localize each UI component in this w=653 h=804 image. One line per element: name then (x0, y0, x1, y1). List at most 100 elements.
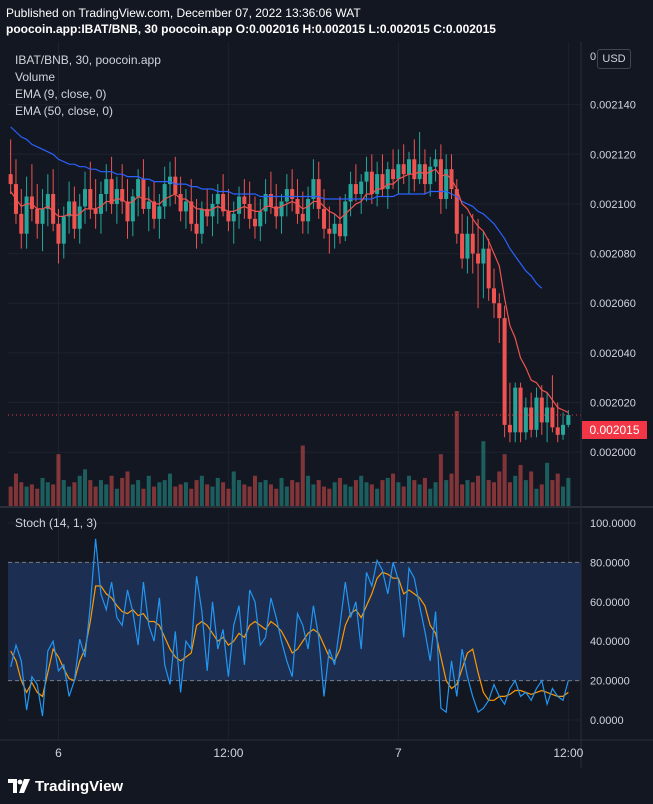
volume-bar (306, 475, 311, 506)
volume-bar (502, 454, 507, 506)
volume-bar (401, 486, 406, 506)
volume-bar (539, 484, 544, 506)
volume-bar (141, 488, 146, 506)
volume-bar (226, 488, 231, 506)
volume-bar (316, 480, 321, 506)
volume-bar (19, 482, 24, 506)
candle-body (162, 184, 167, 207)
legend-ema9[interactable]: EMA (9, close, 0) (15, 87, 107, 101)
candle-body (476, 253, 481, 264)
candle-body (513, 387, 518, 433)
candle-body (401, 164, 406, 175)
candle-body (497, 303, 502, 319)
stoch-tick-label: 0.0000 (590, 715, 624, 727)
price-tick-label: 0.002120 (590, 149, 636, 161)
candle-body (167, 176, 173, 185)
price-tick-label: 0.002000 (590, 447, 636, 459)
legend-symbol[interactable]: IBAT/BNB, 30, poocoin.app (15, 53, 161, 67)
volume-bar (380, 480, 385, 506)
volume-bar (268, 484, 273, 506)
candle-body (284, 189, 289, 202)
candle-body (322, 208, 327, 229)
candle-body (507, 424, 512, 433)
volume-bar (35, 488, 40, 506)
volume-bar (327, 488, 332, 506)
candle-body (136, 179, 141, 197)
volume-bar (173, 486, 178, 506)
volume-bar (486, 480, 491, 506)
volume-bar (8, 486, 13, 506)
candle-body (364, 171, 369, 182)
top-axis-label: 0 (590, 51, 596, 63)
candle-body (502, 318, 507, 425)
volume-bar (221, 482, 226, 506)
volume-bar (98, 480, 103, 506)
volume-bar (369, 484, 374, 506)
volume-bar (146, 475, 151, 506)
candle-body (343, 201, 348, 237)
candle-body (444, 169, 449, 199)
candle-body (93, 208, 98, 214)
volume-bar (290, 480, 295, 506)
candle-body (412, 159, 417, 180)
volume-bar (167, 473, 173, 506)
volume-bar (178, 484, 183, 506)
tradingview-logo[interactable]: TradingView (8, 776, 123, 796)
volume-bar (353, 480, 358, 506)
candle-body (274, 206, 279, 217)
volume-bar (364, 482, 369, 506)
candle-body (29, 196, 34, 209)
volume-bar (449, 473, 454, 506)
volume-bar (125, 471, 130, 506)
time-tick-label: 12:00 (553, 746, 583, 760)
currency-button[interactable]: USD (597, 49, 631, 69)
candle-body (369, 171, 374, 195)
candle-body (311, 179, 316, 199)
price-axis: 0.002000 0.002020 0.002040 0.002060 0.002080… (590, 100, 636, 460)
candle-body (263, 194, 268, 212)
candle-body (51, 194, 56, 224)
legend-ema50[interactable]: EMA (50, close, 0) (15, 104, 114, 118)
volume-bar (88, 480, 93, 506)
candle-body (199, 208, 204, 234)
legend-stoch[interactable]: Stoch (14, 1, 3) (15, 516, 98, 530)
stoch-tick-label: 100.0000 (590, 518, 636, 530)
candle-body (359, 181, 364, 195)
volume-bar (67, 486, 72, 506)
stoch-tick-label: 40.0000 (590, 636, 630, 648)
volume-bar (194, 480, 199, 506)
volume-bar (322, 486, 327, 506)
ema9-line (10, 168, 569, 414)
candle-body (109, 179, 114, 204)
volume-bar (375, 488, 380, 506)
volume-bar (252, 475, 257, 506)
price-tick-label: 0.002020 (590, 398, 636, 410)
candlestick-series (8, 131, 571, 443)
candle-body (460, 233, 465, 259)
volume-bar (555, 473, 560, 506)
candle-body (306, 198, 311, 222)
candle-body (438, 159, 443, 199)
price-tick-label: 0.002100 (590, 199, 636, 211)
candle-body (523, 407, 528, 433)
volume-bar (13, 473, 18, 506)
legend-volume[interactable]: Volume (15, 70, 56, 84)
volume-bar (406, 475, 412, 506)
candle-body (348, 184, 353, 202)
volume-bar (215, 477, 220, 506)
volume-bar (566, 477, 571, 506)
stoch-band-lines (8, 561, 581, 682)
volume-bar (295, 482, 300, 506)
volume-bar (428, 488, 433, 506)
volume-bar (444, 480, 449, 506)
volume-bar (359, 475, 364, 506)
volume-bar (56, 454, 61, 506)
volume-bar (114, 488, 119, 506)
tradingview-logo-icon (8, 779, 30, 793)
candle-body (221, 194, 226, 212)
candle-body (454, 189, 459, 234)
volume-bar (396, 482, 401, 506)
volume-bar (476, 475, 481, 506)
candle-body (88, 189, 93, 209)
